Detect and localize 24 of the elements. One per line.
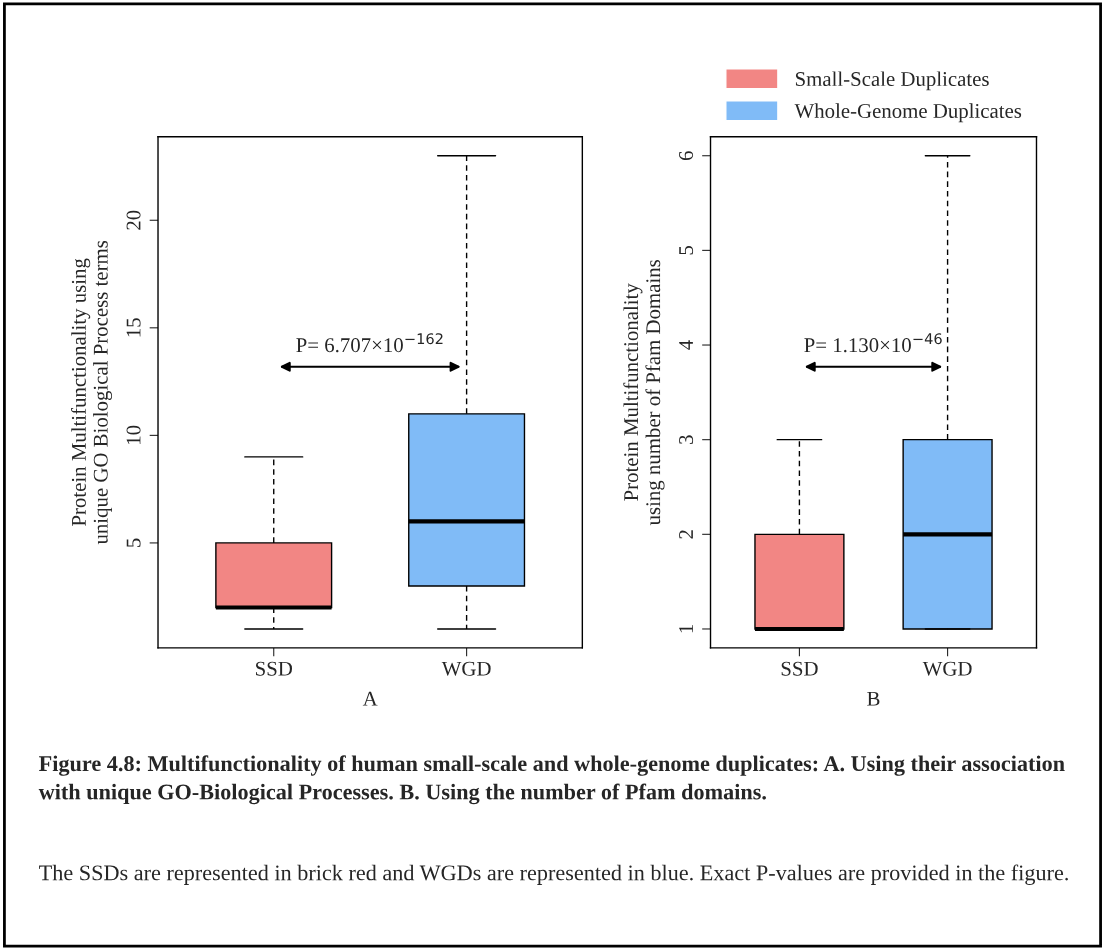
x-tick-label: WGD <box>441 661 491 676</box>
caption: Figure 4.8: Multifunctionality of human small-scale and whole-genome duplicates: A. Using their association with unique GO-Biological Processes. B. Using the number of Pfam domains. <box>38 755 1065 805</box>
y-axis-title: Protein Multifunctionality using unique GO Biological Process terms <box>71 240 113 545</box>
y-tick-label: 20 <box>126 210 141 230</box>
y-tick-label: 1 <box>679 625 693 633</box>
y-tick-label: 2 <box>679 530 693 539</box>
x-tick-label: WGD <box>922 661 972 676</box>
y-tick-label: 5 <box>679 245 694 255</box>
y-axis-title: Protein Multifunctionality using number of Pfam Domains <box>623 260 665 526</box>
y-tick-label: 10 <box>126 425 141 444</box>
y-tick-label: 3 <box>679 435 694 444</box>
x-axis-title: A <box>362 691 378 706</box>
text: The SSDs are represented in brick red and WGDs are represented in blue. Exact P-values are provided in the figure. <box>39 864 1068 885</box>
legend-label: Whole-Genome Duplicates <box>794 103 1022 123</box>
y-tick-label: 4 <box>679 340 693 350</box>
y-tick-label: 15 <box>126 318 141 337</box>
y-tick-label: 5 <box>126 538 141 547</box>
annotation: P= 1.130×10$^{−46}$ <box>804 333 942 353</box>
x-tick-label: SSD <box>256 661 293 676</box>
y-tick-label: 6 <box>679 151 694 161</box>
legend-label: Small-Scale Duplicates <box>795 71 989 91</box>
x-axis-title: B <box>867 691 880 706</box>
x-tick-label: SSD <box>781 661 818 676</box>
annotation: P= 6.707×10$^{−162}$ <box>296 333 443 353</box>
